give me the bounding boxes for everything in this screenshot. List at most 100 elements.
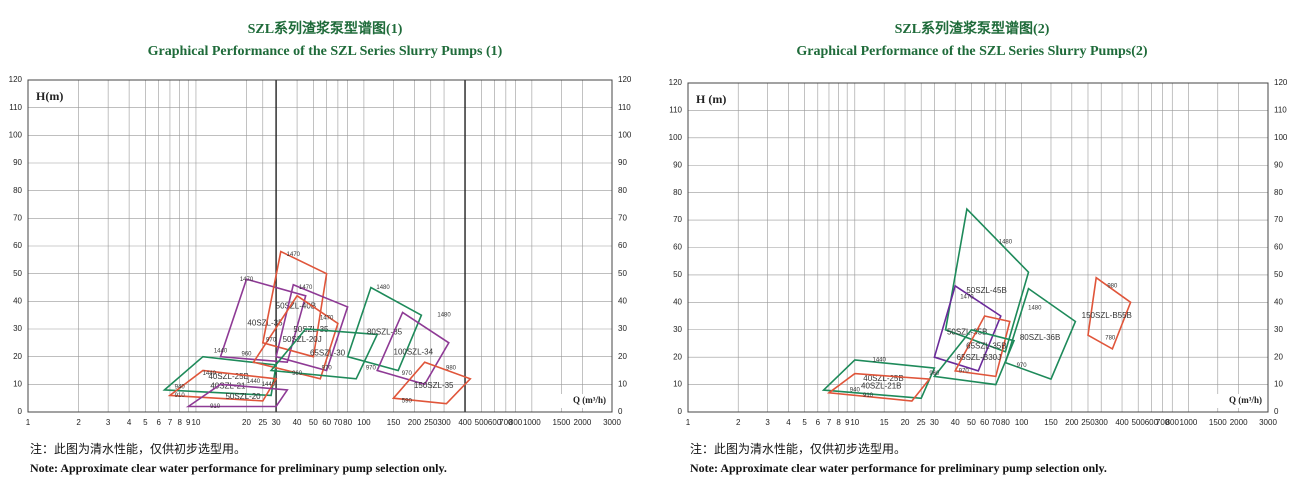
note-cn: 注：此图为清水性能，仅供初步选型用。	[690, 441, 906, 456]
y-tick-label-right: 10	[1274, 380, 1283, 389]
x-tick-label: 3000	[1259, 418, 1277, 427]
x-tick-label: 25	[917, 418, 926, 427]
speed-label: 980	[1107, 283, 1118, 289]
x-tick-label: 2	[76, 418, 81, 427]
pump-region	[953, 315, 1011, 378]
x-tick-label: 400	[458, 418, 472, 427]
y-tick-label-right: 50	[1274, 270, 1283, 279]
y-tick-label: 100	[9, 130, 23, 139]
y-tick-label: 0	[18, 407, 23, 416]
x-tick-label: 2000	[574, 418, 592, 427]
speed-label: 1470	[240, 277, 254, 283]
plot-frame	[27, 79, 613, 413]
y-tick-label-right: 0	[1274, 407, 1279, 416]
speed-label: 970	[266, 338, 277, 344]
region-label: 50SZL-20J	[283, 335, 322, 344]
speed-label: 1480	[376, 285, 390, 291]
x-tick-label: 1000	[1180, 418, 1198, 427]
y-tick-label: 40	[673, 297, 682, 306]
x-tick-label: 700	[1156, 418, 1170, 427]
y-tick-label: 80	[673, 188, 682, 197]
y-tick-label: 110	[9, 103, 22, 112]
y-tick-label-right: 50	[618, 269, 627, 278]
pump-region	[275, 283, 349, 372]
x-tick-label: 300	[1095, 418, 1109, 427]
speed-label: 1480	[999, 240, 1013, 246]
y-tick-label: 40	[13, 296, 22, 305]
pump-region	[933, 284, 1002, 372]
x-tick-label: 200	[1065, 418, 1079, 427]
x-tick-label: 600	[488, 418, 502, 427]
x-tick-label: 700	[499, 418, 513, 427]
region-label: 100SZL-34	[394, 348, 434, 357]
speed-label: 1440	[872, 357, 886, 363]
x-tick-label: 6	[156, 418, 161, 427]
x-tick-label: 1500	[553, 418, 571, 427]
region-label: 40SZL-21	[210, 382, 246, 391]
speed-label: 940	[850, 388, 861, 394]
speed-label: 780	[1105, 336, 1116, 342]
y-tick-label-right: 100	[1274, 133, 1288, 142]
speed-label: 1440	[203, 371, 217, 377]
x-tick-label: 80	[1001, 418, 1010, 427]
x-tick-label: 50	[967, 418, 976, 427]
x-tick-label: 500	[475, 418, 489, 427]
region-label: 65SZL-B30J	[957, 353, 1001, 362]
region-label: 40SZL-35	[247, 319, 283, 328]
chart: SZL系列渣浆泵型谱图(2) Graphical Performance of t…	[669, 20, 1288, 475]
x-tick-label: 500	[1132, 418, 1146, 427]
chart-subtitle: Graphical Performance of the SZL Series …	[796, 44, 1147, 59]
region-label: 150SZL-35	[414, 381, 454, 390]
x-tick-label: 3	[106, 418, 111, 427]
y-tick-label: 70	[673, 215, 682, 224]
speed-label: 910	[863, 393, 874, 399]
x-tick-label: 5	[802, 418, 807, 427]
y-tick-label: 60	[673, 243, 682, 252]
x-tick-label: 1	[686, 418, 691, 427]
region-label: 40SZL-21B	[861, 382, 901, 391]
speed-label: 970	[959, 368, 970, 374]
y-tick-label-right: 0	[618, 407, 623, 416]
speed-label: 960	[292, 371, 303, 377]
y-tick-label: 20	[13, 352, 22, 361]
y-tick-label: 10	[673, 380, 682, 389]
y-tick-label-right: 120	[1274, 78, 1288, 87]
region-label: 65SZL-35B	[966, 341, 1006, 350]
x-tick-label: 1	[26, 418, 31, 427]
y-tick-label-right: 70	[618, 213, 627, 222]
speed-label: 1440	[247, 379, 261, 385]
speed-label: 1470	[287, 252, 301, 258]
y-tick-label-right: 40	[618, 296, 627, 305]
region-label: 80SZL-35	[367, 328, 403, 337]
y-tick-label: 10	[13, 379, 22, 388]
pump-region	[821, 359, 936, 400]
x-tick-label: 15	[880, 418, 889, 427]
pump-region	[346, 286, 423, 372]
pump-region	[944, 207, 1030, 353]
y-tick-label-right: 110	[618, 103, 631, 112]
y-tick-label: 120	[9, 75, 23, 84]
x-tick-label: 150	[1044, 418, 1058, 427]
x-tick-label: 3	[765, 418, 770, 427]
note-en: Note: Approximate clear water performanc…	[30, 461, 447, 475]
y-tick-label-right: 30	[1274, 325, 1283, 334]
speed-label: 970	[366, 365, 377, 371]
y-tick-label-right: 60	[618, 241, 627, 250]
y-tick-label: 30	[13, 324, 22, 333]
x-tick-label: 9	[845, 418, 850, 427]
y-tick-label-right: 90	[618, 158, 627, 167]
y-tick-label-right: 70	[1274, 215, 1283, 224]
x-tick-label: 9	[186, 418, 191, 427]
x-tick-label: 250	[424, 418, 438, 427]
label-bg	[1216, 394, 1264, 408]
speed-label: 1470	[299, 285, 313, 291]
x-tick-label: 2	[736, 418, 741, 427]
y-tick-label: 70	[13, 213, 22, 222]
x-tick-label: 80	[343, 418, 352, 427]
y-tick-label: 110	[669, 106, 682, 115]
x-tick-label: 20	[901, 418, 910, 427]
pump-region	[269, 328, 379, 380]
x-tick-label: 40	[293, 418, 302, 427]
x-tick-label: 30	[272, 418, 281, 427]
y-tick-label: 90	[13, 158, 22, 167]
